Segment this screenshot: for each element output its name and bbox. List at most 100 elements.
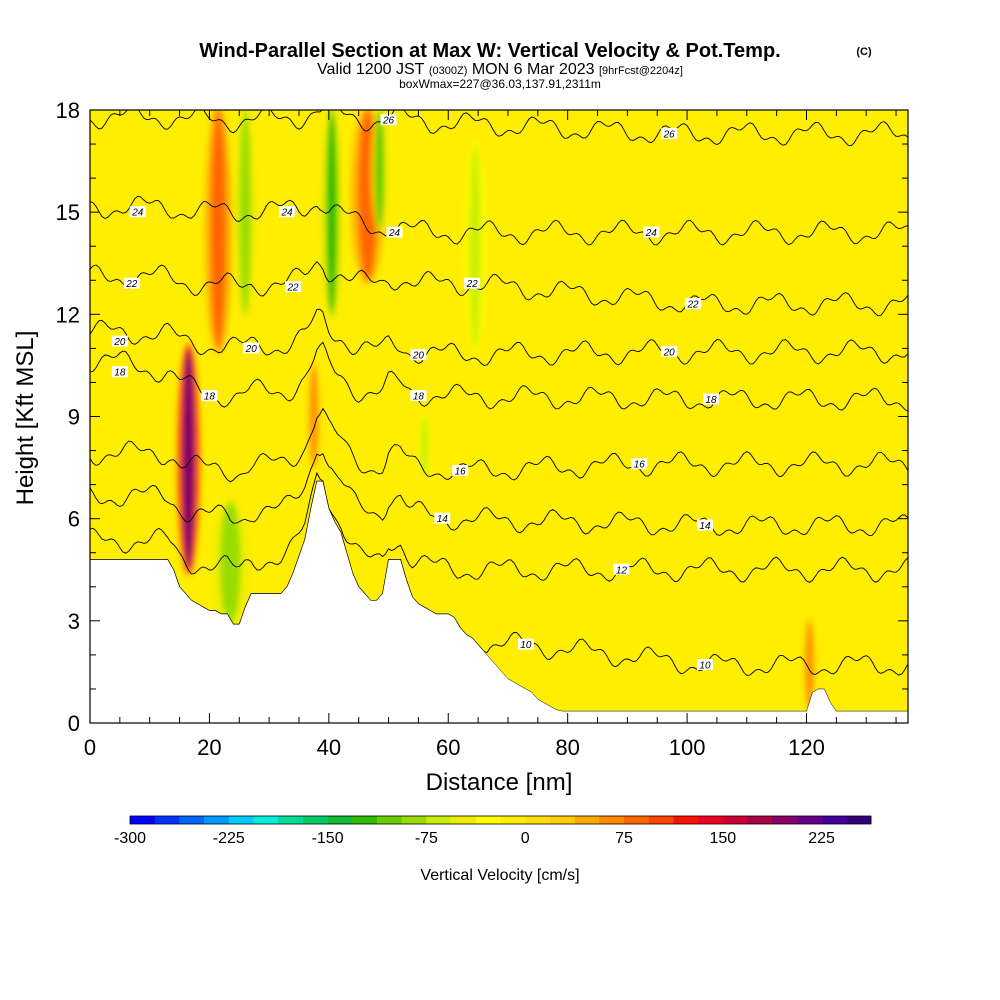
w-feature [181,348,196,570]
isentrope-24 [90,195,908,246]
colorbar-segment [377,816,402,824]
x-tick-label: 120 [788,735,825,760]
w-feature [374,110,385,230]
y-tick-label: 18 [56,98,80,123]
w-feature [239,110,252,315]
contour-label: 18 [204,392,216,403]
contour-label: 24 [645,228,658,239]
contour-label: 18 [114,368,126,379]
colorbar-segment [130,816,155,824]
isentrope-18 [90,341,908,412]
y-tick-label: 9 [68,405,80,430]
w-feature [469,144,482,349]
x-tick-label: 80 [555,735,579,760]
plot-area: 10 10 12 14 14 16 16 18 18 18 18 20 20 20 20 22 22 22 22 24… [90,110,908,723]
y-tick-label: 12 [56,302,80,327]
contour-label-box [631,458,648,470]
x-axis: 0 20 40 60 80 100 120 [84,110,897,760]
contour-label: 14 [699,521,711,532]
contour-label: 12 [616,565,628,576]
w-feature [310,365,318,468]
colorbar-segment [698,816,724,824]
colorbar-tick-label: -75 [415,830,438,847]
y-tick-label: 6 [68,507,80,532]
valid-time-line: Valid 1200 JST (0300Z) MON 6 Mar 2023 [9… [317,61,683,78]
colorbar-segment [673,816,699,824]
contour-label-box [434,512,451,524]
contour-label: 20 [245,344,258,355]
colorbar-tick-label: -225 [213,830,245,847]
y-axis-label: Height [Kft MSL] [12,331,39,506]
colorbar-label: Vertical Velocity [cm/s] [420,867,579,884]
colorbar-segment [722,816,748,824]
contour-label-box [410,349,427,361]
colorbar-segment [475,816,501,824]
contour-label-box [696,519,713,531]
contour-label: 18 [413,392,425,403]
contour-label: 24 [388,228,401,239]
colorbar-tick-label: -300 [114,830,146,847]
colorbar-tick-label: -150 [312,830,344,847]
x-tick-label: 100 [669,735,706,760]
forecast-info: [9hrFcst@2204z] [599,65,683,77]
colorbar-segment [747,816,773,824]
contour-label: 20 [663,347,676,358]
colorbar-segment [179,816,205,824]
colorbar-segment [154,816,180,824]
y-axis: 0 3 6 9 12 15 18 [56,98,908,736]
contour-label-box [129,206,146,218]
colorbar-segment [352,816,378,824]
x-tick-label: 0 [84,735,96,760]
contour-label-box [452,464,469,476]
copyright-mark: (C) [856,46,872,58]
vertical-velocity-field [176,110,816,712]
colorbar-segment [228,816,254,824]
contour-label: 22 [286,283,299,294]
colorbar-segment [846,816,872,824]
contour-label-box [517,638,534,650]
colorbar-segment [327,816,353,824]
contour-label-box [386,226,403,238]
x-axis-label: Distance [nm] [426,769,573,796]
contour-label: 26 [663,129,676,140]
colorbar-segment [549,816,575,824]
contour-label-box [643,226,660,238]
colorbar-tick-label: 0 [521,830,530,847]
y-tick-label: 3 [68,609,80,634]
y-tick-label: 15 [56,200,80,225]
isentrope-20 [90,308,908,366]
contour-label-box [661,345,678,357]
contour-label-box [702,393,719,405]
y-tick-label: 0 [68,711,80,736]
contour-label: 10 [699,661,711,672]
colorbar-frame [129,815,872,825]
contour-label: 18 [705,395,717,406]
colorbar-segment [401,816,427,824]
colorbar-segment [624,816,649,824]
contour-label: 10 [520,640,532,651]
contour-label-box [464,277,481,289]
box-info: boxWmax=227@36.03,137.91,2311m [399,77,601,91]
w-feature [210,110,227,349]
contour-label-box [279,206,296,218]
contour-label-box [685,298,702,310]
colorbar: -300 -225 -150 -75 0 75 150 225 [114,815,872,847]
x-tick-label: 40 [317,735,341,760]
x-tick-label: 20 [197,735,221,760]
colorbar-segment [500,816,526,824]
contour-label: 26 [382,116,395,127]
colorbar-tick-label: 150 [709,830,736,847]
contour-label: 24 [131,208,144,219]
colorbar-segment [525,816,551,824]
colorbar-segment [253,816,279,824]
isentrope-22 [90,261,908,317]
valid-utc: (0300Z) [429,65,468,77]
colorbar-tick-label: 225 [808,830,835,847]
contour-label-box [380,114,397,126]
contour-label-box [613,563,630,575]
w-feature [420,416,429,478]
contour-label-box [123,277,140,289]
contour-label-box [201,390,218,402]
w-feature [805,620,814,710]
